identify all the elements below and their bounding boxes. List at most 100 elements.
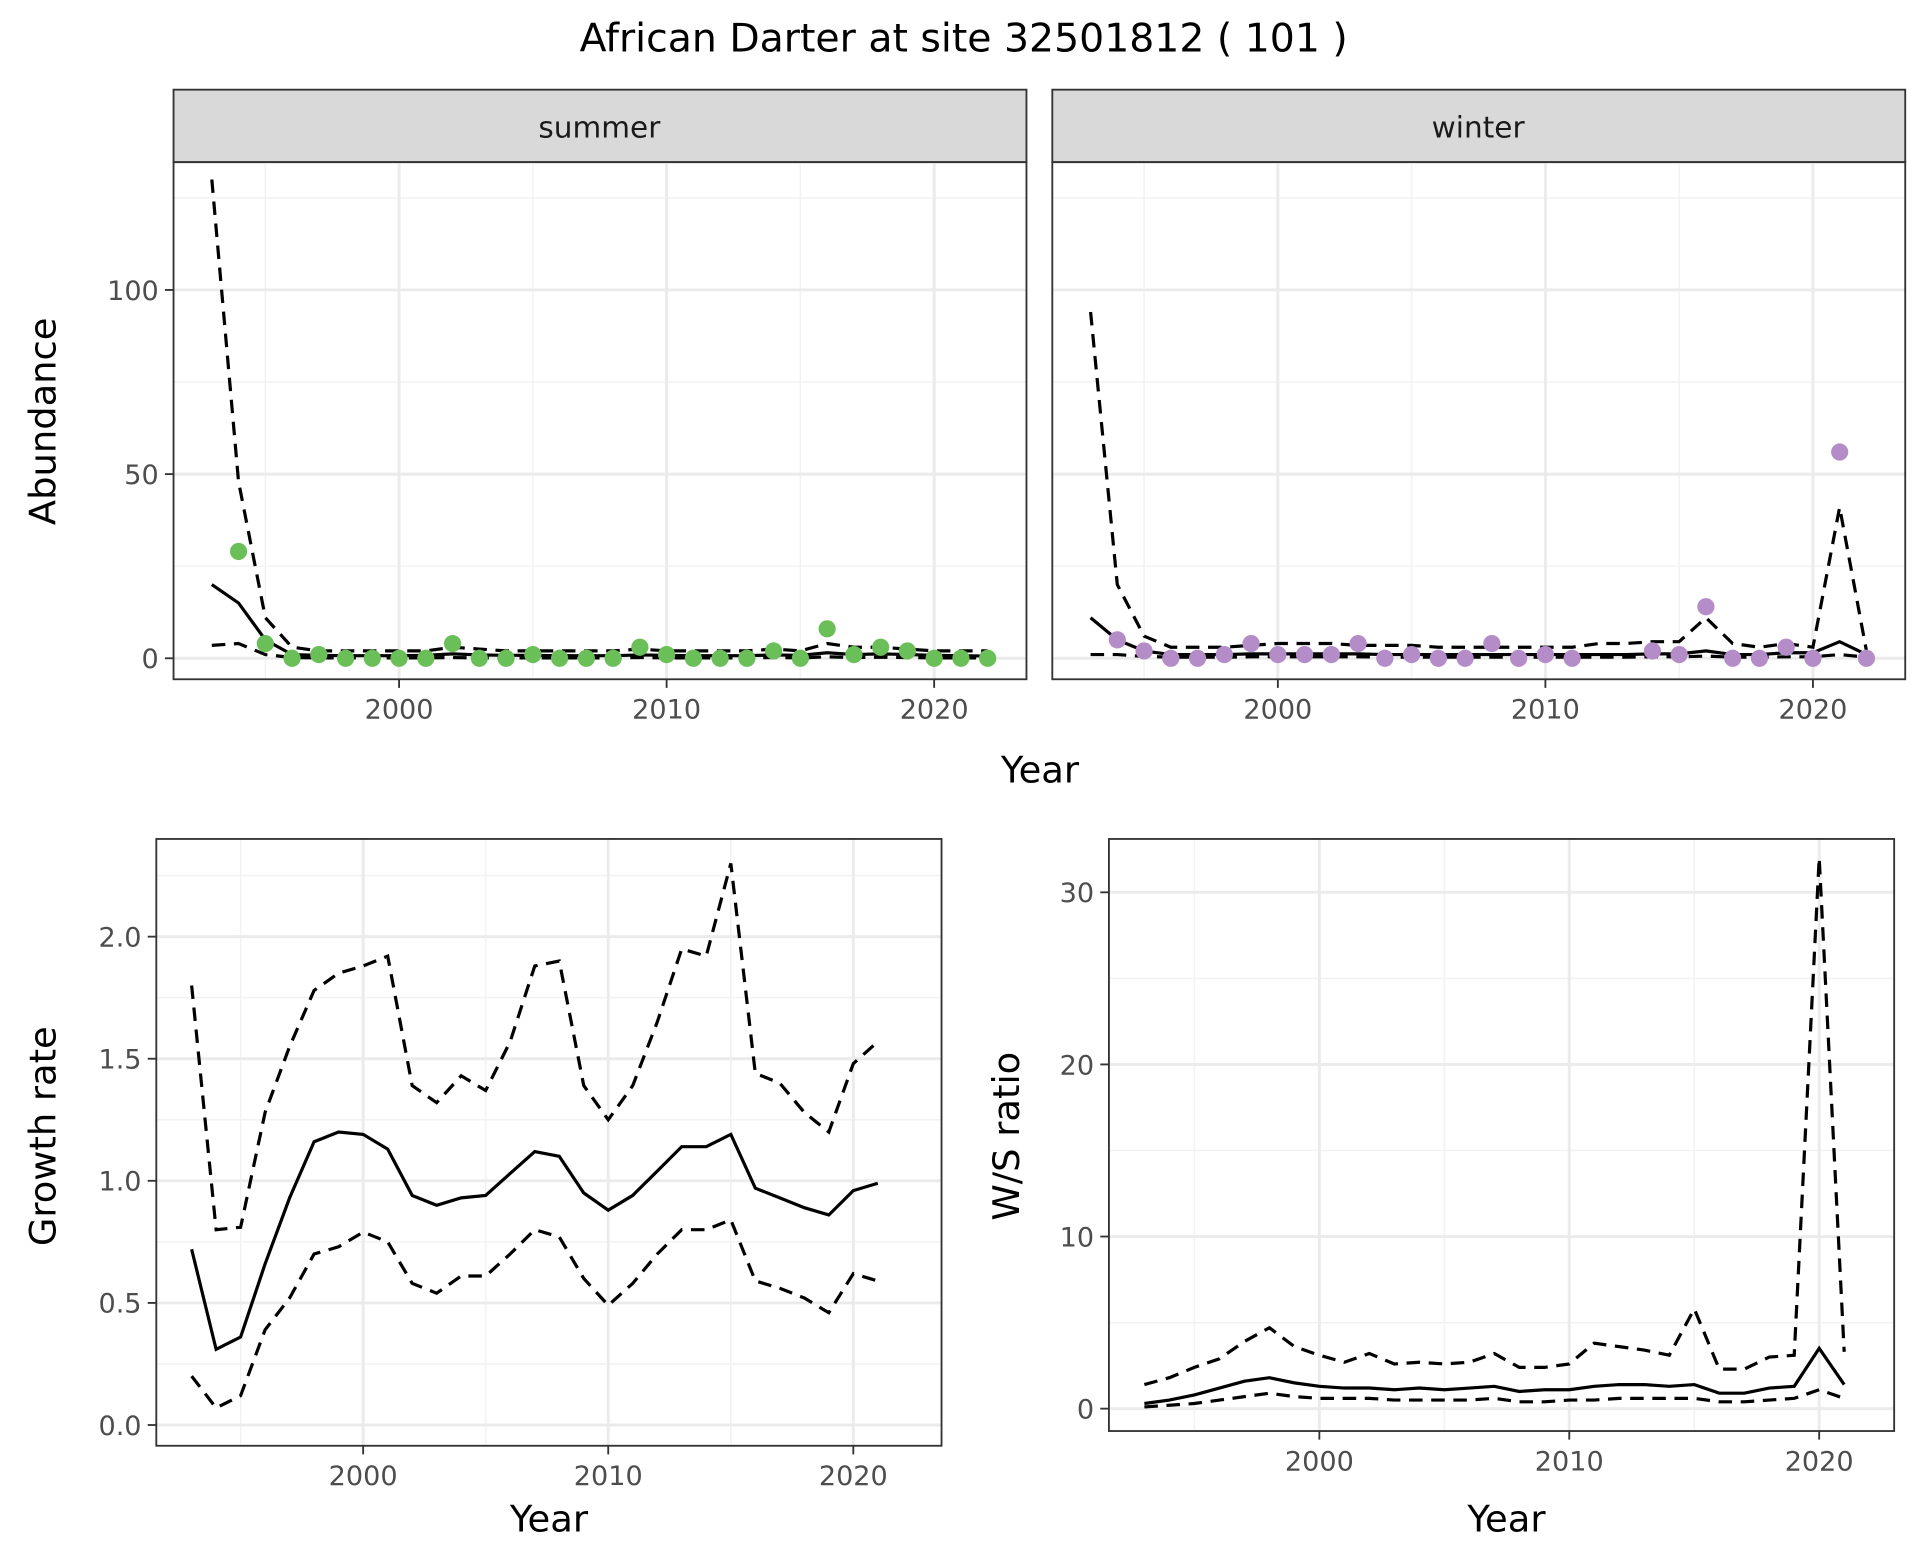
y-tick-label: 10 [1060, 1222, 1094, 1253]
panel-ws: 2000 2010 2020 0 10 20 30 [1060, 838, 1896, 1477]
data-point [658, 645, 676, 664]
data-point [1643, 642, 1662, 660]
upper-bound-line [1143, 857, 1846, 1387]
data-point [1108, 631, 1126, 649]
data-point [390, 649, 408, 667]
x-tick-label: 2020 [1778, 695, 1847, 726]
panel-winter: 2000 2010 2020 [1051, 161, 1907, 726]
y-axis-label-abundance: Abundance [21, 318, 64, 526]
x-tick-label: 2020 [1785, 1446, 1854, 1477]
data-point [1242, 634, 1260, 653]
data-point [550, 649, 569, 667]
data-point [738, 649, 756, 667]
x-tick-label: 2020 [819, 1461, 888, 1492]
x-tick-label: 2010 [632, 695, 701, 726]
data-point [1831, 443, 1849, 461]
data-point [1857, 649, 1876, 667]
x-tick-label: 2000 [1243, 695, 1312, 726]
figure-title: African Darter at site 32501812 ( 101 ) [580, 16, 1348, 62]
data-point [229, 542, 248, 561]
lower-bound-line [190, 1217, 879, 1410]
upper-bound-line [190, 862, 879, 1232]
data-point [1777, 638, 1795, 656]
data-point [1456, 649, 1474, 667]
y-tick-label: 20 [1060, 1050, 1094, 1081]
data-point [1295, 645, 1314, 664]
x-axis-label-ws: Year [1466, 1498, 1546, 1541]
data-point [1322, 645, 1340, 664]
data-point [336, 649, 355, 667]
x-tick-label: 2000 [329, 1461, 398, 1492]
data-point [577, 649, 595, 667]
y-tick-label: 0.0 [98, 1411, 141, 1442]
estimate-line [190, 1130, 879, 1352]
x-axis-label-growth: Year [509, 1498, 589, 1541]
y-tick-label: 1.0 [98, 1167, 141, 1198]
data-point [631, 638, 649, 656]
data-point [1215, 645, 1233, 664]
panel-growth: 2000 2010 2020 0.0 0.5 1.0 1.5 2.0 [98, 838, 943, 1492]
x-tick-label: 2010 [1511, 695, 1580, 726]
data-point [363, 649, 381, 667]
data-point [256, 634, 274, 653]
y-axis-label-ws: W/S ratio [985, 1052, 1028, 1221]
estimate-line [210, 583, 988, 658]
y-tick-label: 0 [1077, 1394, 1094, 1425]
upper-bound-line [1088, 311, 1869, 652]
data-point [1429, 649, 1447, 667]
data-point [524, 645, 542, 664]
data-point [1697, 598, 1715, 616]
x-tick-label: 2010 [574, 1461, 643, 1492]
strip-label-winter: winter [1432, 111, 1526, 145]
panel-border [172, 161, 1028, 681]
data-point [1188, 649, 1207, 667]
data-point [684, 649, 702, 667]
x-tick-label: 2000 [1285, 1446, 1354, 1477]
data-point [1162, 649, 1180, 667]
data-point [1670, 645, 1688, 664]
x-tick-label: 2010 [1535, 1446, 1604, 1477]
y-tick-label: 50 [124, 460, 158, 491]
estimate-line [1089, 616, 1868, 657]
data-point [872, 638, 890, 656]
data-point [979, 649, 997, 667]
lower-bound-line [1144, 1388, 1845, 1409]
data-point [1724, 649, 1742, 667]
data-point [711, 649, 729, 667]
data-point [283, 649, 301, 667]
data-point [765, 642, 783, 660]
panel-border [1051, 161, 1907, 681]
data-point [818, 620, 836, 638]
data-point [898, 642, 917, 660]
data-point [1349, 634, 1367, 653]
data-point [1403, 645, 1421, 664]
x-axis-label-abundance: Year [1000, 748, 1080, 791]
strip-label-summer: summer [538, 111, 661, 145]
strip-winter [1051, 88, 1907, 164]
y-tick-label: 2.0 [98, 922, 141, 953]
data-point [1804, 649, 1822, 667]
data-point [1269, 645, 1287, 664]
y-tick-label: 1.5 [98, 1045, 141, 1076]
y-tick-label: 100 [107, 276, 159, 307]
strip-summer [172, 88, 1028, 164]
data-point [1750, 649, 1769, 667]
data-point [1536, 645, 1555, 664]
data-point [952, 649, 970, 667]
data-point [845, 645, 863, 664]
data-point [470, 649, 488, 667]
data-point [443, 634, 462, 653]
x-tick-label: 2000 [365, 695, 434, 726]
y-tick-label: 30 [1060, 878, 1094, 909]
data-point [791, 649, 810, 667]
y-axis-label-growth: Growth rate [21, 1026, 64, 1246]
data-point [1563, 649, 1581, 667]
panel-summer: 2000 2010 2020 0 50 100 [107, 161, 1028, 726]
data-point [1135, 642, 1153, 660]
data-point [497, 649, 515, 667]
x-tick-label: 2020 [900, 695, 969, 726]
data-point [1376, 649, 1394, 667]
data-point [604, 649, 622, 667]
y-tick-label: 0 [142, 644, 159, 675]
